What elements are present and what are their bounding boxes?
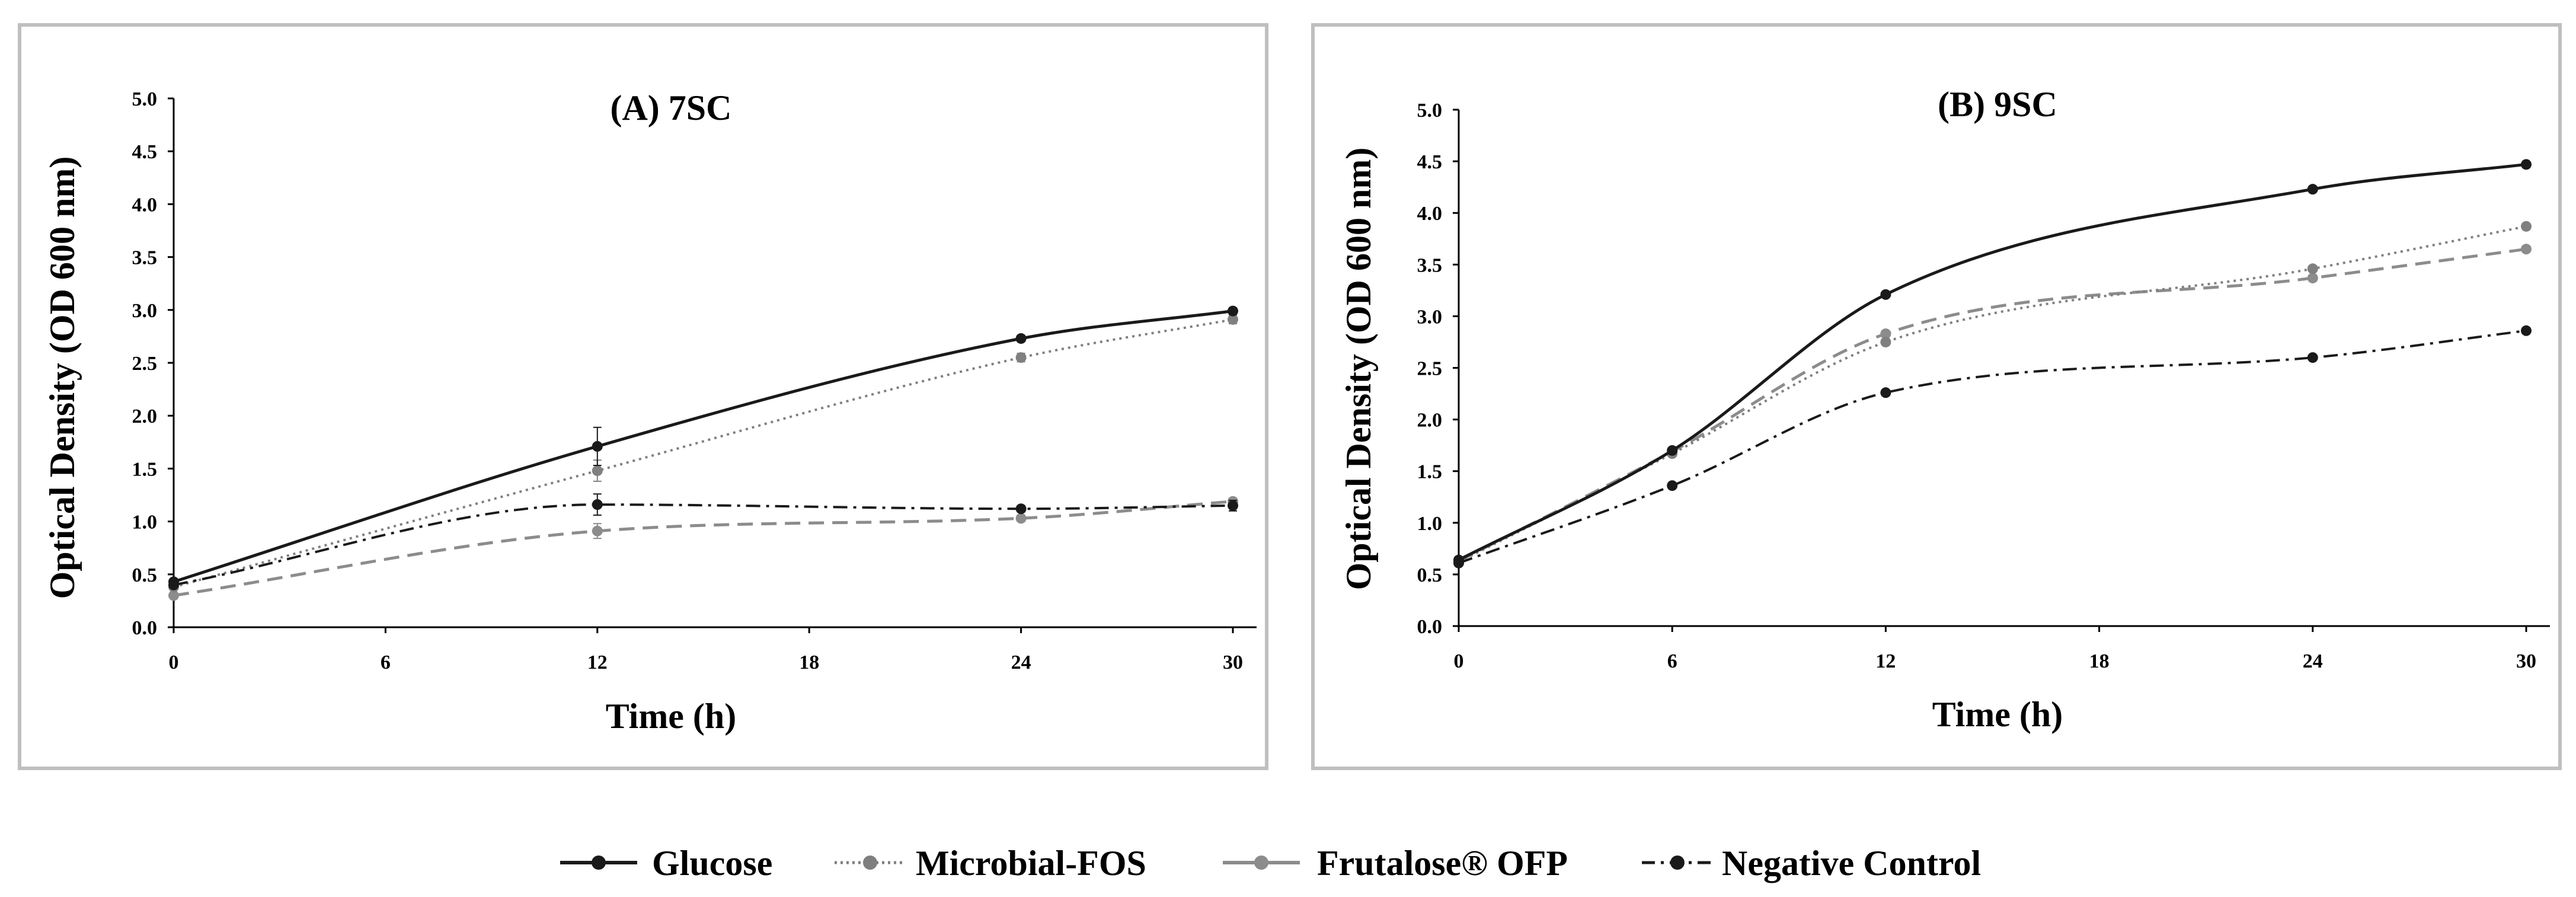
- panel-b-ytick-label: 3.5: [1417, 254, 1443, 276]
- panel-b-ylabel: Optical Density (OD 600 nm): [1339, 148, 1378, 590]
- panel-a-series-frutalose-line: [173, 500, 1233, 597]
- panel-a-xtick-label: 12: [587, 652, 608, 673]
- panel-a-ytick-label: 2.0: [132, 406, 158, 427]
- panel-a-negative-control-point: [1015, 503, 1027, 515]
- panel-a-series-negative-control-line: [173, 503, 1233, 586]
- panel-b-frutalose-point: [1880, 328, 1891, 340]
- panel-b-glucose-point: [1453, 554, 1464, 566]
- panel-b-ytick-label: 0.0: [1417, 616, 1443, 638]
- panel-b-ytick-label: 3.0: [1417, 306, 1443, 328]
- panel-a-title: (A) 7SC: [611, 88, 732, 127]
- panel-a-ylabel: Optical Density (OD 600 nm): [43, 157, 82, 599]
- panel-b-series-glucose-line: [1458, 162, 2527, 561]
- legend-microbial-fos-label: Microbial-FOS: [916, 844, 1146, 883]
- panel-a-series-glucose-line: [173, 309, 1233, 583]
- legend-frutalose-label: Frutalose® OFP: [1317, 844, 1568, 883]
- panel-a-microbial-fos-point: [592, 465, 603, 476]
- panel-b-xtick-label: 18: [2089, 650, 2110, 672]
- panel-b-plot: 0.0 0.5 1.0 1.5 2.0 2.5 3.0 3.5 4.0 4.5 5.0 0 6 12 18 2…: [1417, 100, 2550, 672]
- panel-a-frame: [18, 23, 1268, 770]
- legend-item-microbial-fos: Microbial-FOS: [835, 844, 1146, 883]
- panel-a-glucose-point: [168, 576, 179, 588]
- panel-b-negative-control-point: [2521, 325, 2532, 336]
- panel-b-ytick-label: 1.0: [1417, 513, 1443, 535]
- panel-a-ytick-label: 1.5: [132, 458, 158, 480]
- panel-a-frutalose-point: [1015, 513, 1027, 524]
- panel-a-ytick-label: 3.5: [132, 247, 158, 269]
- panel-b-title: (B) 9SC: [1938, 85, 2057, 124]
- panel-a: (A) 7SC Time (h) Optical Density (OD 600…: [18, 23, 1268, 770]
- legend-glucose-label: Glucose: [652, 844, 772, 883]
- panel-b-glucose-point: [2521, 159, 2532, 170]
- panel-b-microbial-fos-point: [1880, 336, 1891, 347]
- panel-b-ytick-label: 1.5: [1417, 461, 1443, 483]
- panel-a-ytick-label: 1.0: [132, 512, 158, 534]
- panel-b-negative-control-point: [1667, 480, 1678, 491]
- legend-item-glucose: Glucose: [560, 844, 772, 883]
- panel-a-ytick-label: 3.0: [132, 300, 158, 322]
- panel-b-ytick-label: 0.5: [1417, 564, 1443, 586]
- panel-b-xlabel: Time (h): [1932, 695, 2063, 734]
- panel-a-glucose-point: [592, 440, 603, 452]
- panel-a-xlabel: Time (h): [606, 697, 737, 736]
- panel-b-ytick-label: 4.5: [1417, 151, 1443, 173]
- panel-a-plot: 0.0 0.5 1.0 1.5 2.0 2.5 3.0 3.5 4.0 4.5 5.0 0 6 12 18 2…: [132, 88, 1257, 673]
- legend-microbial-fos-marker: [863, 855, 877, 870]
- panel-b-microbial-fos-point: [2521, 221, 2532, 232]
- legend-item-frutalose: Frutalose® OFP: [1223, 844, 1568, 883]
- panel-b-xtick-label: 12: [1875, 650, 1896, 672]
- panel-b-ytick-label: 4.0: [1417, 203, 1443, 225]
- legend-glucose-marker: [592, 855, 606, 870]
- panel-a-xtick-label: 6: [381, 652, 391, 673]
- panel-a-ytick-label: 4.0: [132, 194, 158, 216]
- panel-a-ytick-label: 0.5: [132, 564, 158, 586]
- panel-b-negative-control-point: [2307, 352, 2318, 363]
- panel-b-glucose-point: [1667, 445, 1678, 456]
- panel-a-xtick-label: 18: [799, 652, 819, 673]
- legend-item-negative-control: Negative Control: [1642, 844, 1981, 883]
- panel-a-frutalose-point: [168, 590, 179, 601]
- panel-b: (B) 9SC Time (h) Optical Density (OD 600…: [1311, 23, 2562, 770]
- panel-a-negative-control-point: [1228, 500, 1238, 511]
- panel-b-frutalose-point: [2307, 272, 2318, 283]
- panel-a-ytick-label: 2.5: [132, 353, 158, 375]
- panel-a-xtick-label: 0: [169, 652, 179, 673]
- panel-a-frutalose-point: [592, 525, 603, 537]
- panel-b-ytick-label: 5.0: [1417, 100, 1443, 122]
- panel-b-frame: [1311, 23, 2562, 770]
- panel-b-negative-control-point: [1880, 387, 1891, 398]
- panel-b-ytick-label: 2.5: [1417, 358, 1443, 380]
- panel-b-microbial-fos-point: [2307, 263, 2318, 274]
- panel-b-xtick-label: 30: [2516, 650, 2536, 672]
- panel-b-xtick-label: 6: [1667, 650, 1677, 672]
- panel-a-negative-control-point: [592, 499, 603, 510]
- panel-a-glucose-point: [1228, 305, 1238, 317]
- panel-a-glucose-point: [1015, 333, 1027, 344]
- panel-b-series-microbial-fos-line: [1458, 225, 2527, 563]
- legend-frutalose-marker: [1254, 855, 1268, 870]
- panel-a-ytick-label: 0.0: [132, 617, 158, 639]
- panel-b-glucose-point: [2307, 184, 2318, 195]
- panel-b-series-negative-control-line: [1458, 329, 2527, 564]
- panel-b-xtick-label: 24: [2303, 650, 2323, 672]
- panel-a-xtick-label: 24: [1011, 652, 1031, 673]
- panel-b-frutalose-point: [2521, 244, 2532, 255]
- panel-a-ytick-label: 4.5: [132, 141, 158, 163]
- panel-a-microbial-fos-point: [1228, 314, 1238, 325]
- panel-b-ytick-label: 2.0: [1417, 410, 1443, 432]
- legend: Glucose Microbial-FOS Frutalose® OFP Neg…: [560, 844, 1981, 883]
- panel-a-microbial-fos-point: [1015, 352, 1027, 363]
- panel-b-series-frutalose-line: [1458, 247, 2527, 563]
- panel-b-xtick-label: 0: [1454, 650, 1464, 672]
- panel-b-glucose-point: [1880, 289, 1891, 300]
- legend-negative-control-marker: [1670, 855, 1685, 870]
- legend-negative-control-label: Negative Control: [1722, 844, 1981, 883]
- panel-a-xtick-label: 30: [1223, 652, 1243, 673]
- panel-a-ytick-label: 5.0: [132, 88, 158, 110]
